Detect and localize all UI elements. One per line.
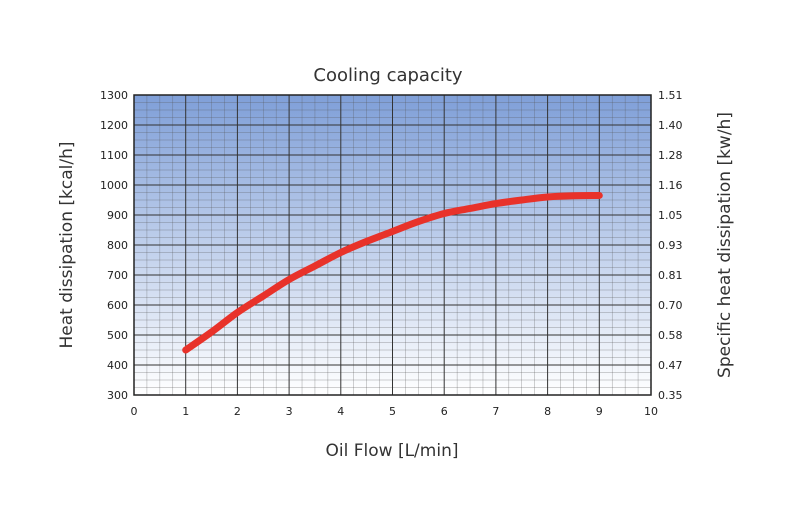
y-tick-label: 800 [107,239,128,252]
y2-tick-label: 0.35 [658,389,683,402]
y-tick-label: 500 [107,329,128,342]
y2-tick-label: 1.40 [658,119,683,132]
series-line-cooling-capacity [182,192,603,354]
y-tick-label: 1300 [100,89,128,102]
y-tick-label: 600 [107,299,128,312]
x-tick-label: 1 [182,405,189,418]
x-tick-labels: 0 1 2 3 4 5 6 7 8 9 10 [131,405,659,418]
y-tick-label: 1000 [100,179,128,192]
y2-tick-labels: 0.35 0.47 0.58 0.70 0.81 0.93 1.05 1.16 1.28 1.40… [658,89,683,402]
y2-tick-label: 0.70 [658,299,683,312]
x-tick-label: 9 [596,405,603,418]
y-tick-label: 700 [107,269,128,282]
y-tick-label: 1200 [100,119,128,132]
y2-tick-label: 0.58 [658,329,683,342]
y-axis-label: Heat dissipation [kcal/h] [57,142,77,349]
y2-tick-label: 1.16 [658,179,683,192]
x-axis-label: Oil Flow [L/min] [326,441,459,461]
y2-tick-label: 1.51 [658,89,683,102]
x-tick-label: 4 [337,405,344,418]
y2-tick-label: 0.47 [658,359,683,372]
y-tick-label: 300 [107,389,128,402]
chart-title: Cooling capacity [313,65,462,86]
x-tick-label: 8 [544,405,551,418]
x-tick-label: 6 [441,405,448,418]
y2-tick-label: 1.05 [658,209,683,222]
y-tick-label: 900 [107,209,128,222]
x-tick-label: 5 [389,405,396,418]
y-tick-label: 400 [107,359,128,372]
series-layer [182,192,603,354]
y-tick-labels: 300 400 500 600 700 800 900 1000 1100 1200 1300 [100,89,128,402]
y2-axis-label: Specific heat dissipation [kw/h] [715,112,735,378]
y2-tick-label: 0.93 [658,239,683,252]
plot-frame [133,94,652,396]
y2-tick-label: 1.28 [658,149,683,162]
x-tick-label: 7 [492,405,499,418]
y2-tick-label: 0.81 [658,269,683,282]
x-tick-label: 2 [234,405,241,418]
x-tick-label: 10 [644,405,658,418]
x-tick-label: 3 [286,405,293,418]
x-tick-label: 0 [131,405,138,418]
major-grid [134,95,651,395]
y-tick-label: 1100 [100,149,128,162]
